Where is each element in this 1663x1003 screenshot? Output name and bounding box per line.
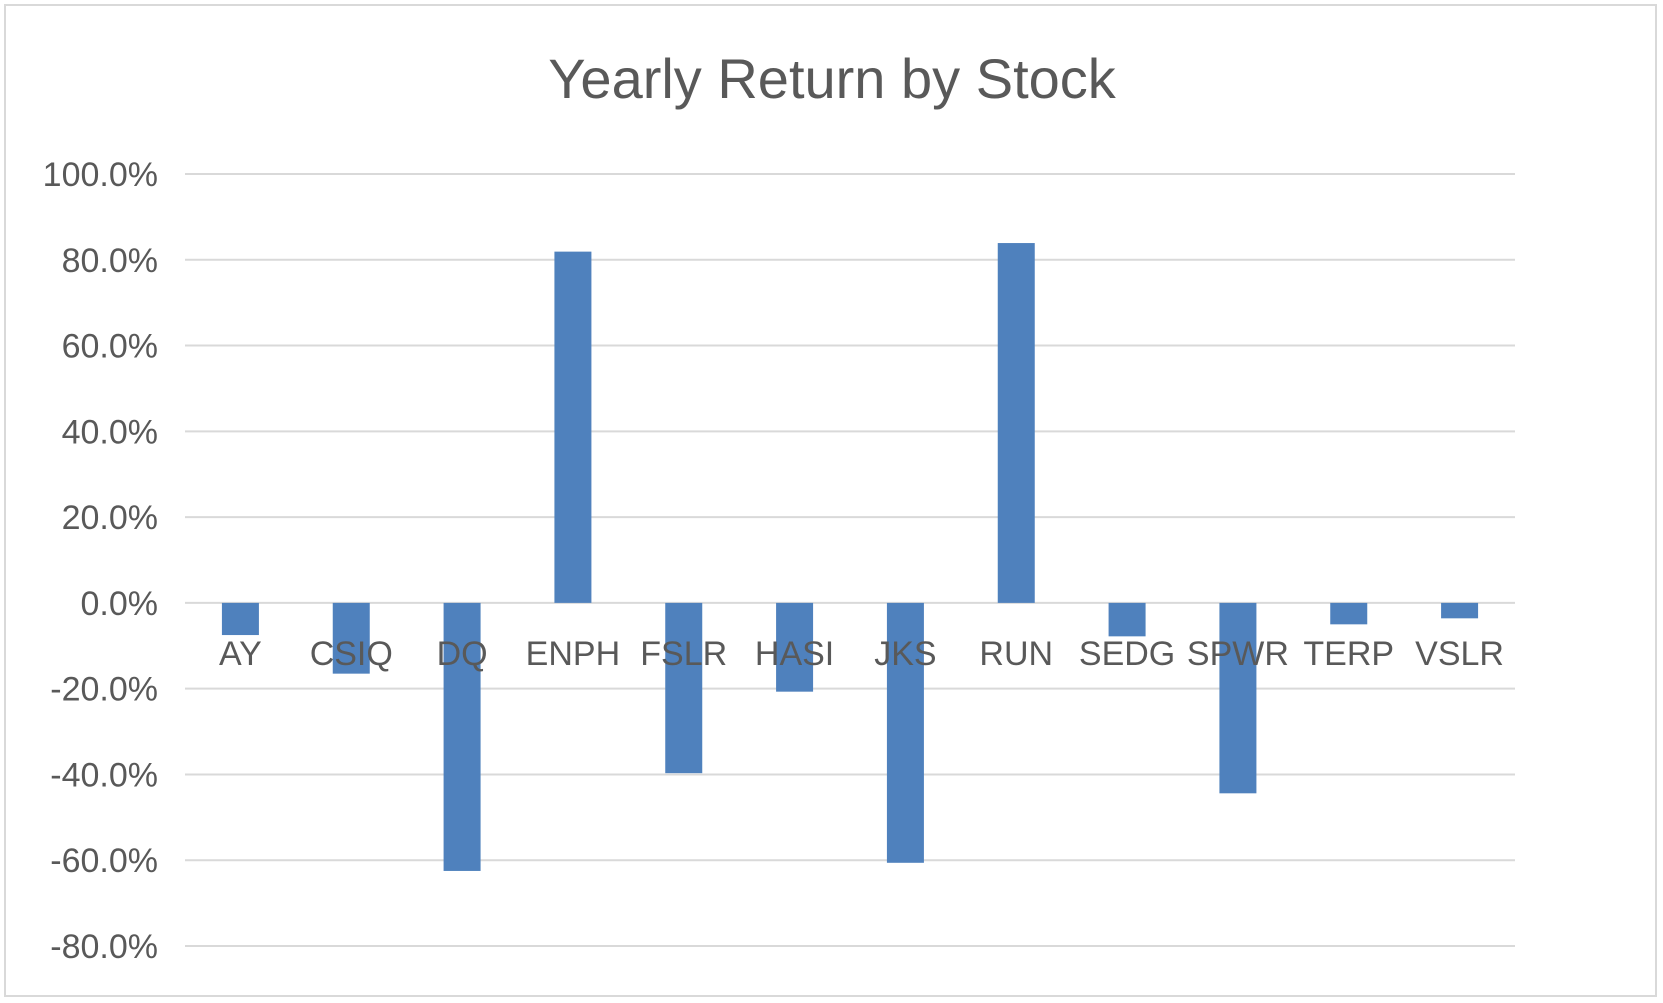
x-tick-label: CSIQ — [310, 635, 393, 673]
bar-hasi — [776, 602, 814, 692]
bar-fslr — [665, 602, 703, 774]
y-tick-label: 0.0% — [81, 585, 159, 623]
bar-sedg — [1108, 602, 1146, 637]
x-tick-label: SPWR — [1187, 635, 1289, 673]
y-tick-label: -60.0% — [50, 842, 158, 880]
bar-jks — [886, 602, 924, 863]
x-tick-label: HASI — [755, 635, 834, 673]
bar-enph — [554, 251, 592, 603]
x-tick-label: JKS — [874, 635, 936, 673]
bar-csiq — [332, 602, 370, 674]
y-tick-label: 20.0% — [62, 499, 158, 537]
bar-spwr — [1219, 602, 1257, 794]
bars — [221, 243, 1479, 871]
x-tick-label: AY — [219, 635, 262, 673]
bar-vslr — [1441, 602, 1479, 619]
x-tick-label: FSLR — [640, 635, 727, 673]
y-tick-label: 100.0% — [43, 156, 158, 194]
bar-ay — [221, 602, 259, 636]
y-tick-label: 40.0% — [62, 413, 158, 451]
x-tick-label: TERP — [1303, 635, 1394, 673]
y-tick-label: 60.0% — [62, 328, 158, 366]
chart-frame — [4, 4, 1657, 997]
bar-run — [997, 243, 1035, 603]
x-tick-label: DQ — [437, 635, 488, 673]
y-tick-label: -80.0% — [50, 928, 158, 966]
y-tick-label: 80.0% — [62, 242, 158, 280]
y-axis-ticks: 100.0% 80.0% 60.0% 40.0% 20.0% 0.0% -20.0% -40.… — [43, 156, 158, 966]
y-tick-label: -40.0% — [50, 756, 158, 794]
bar-dq — [443, 602, 481, 871]
x-tick-label: ENPH — [526, 635, 620, 673]
y-tick-label: -20.0% — [50, 671, 158, 709]
x-tick-label: RUN — [979, 635, 1053, 673]
x-axis-labels: AY CSIQ DQ ENPH FSLR HASI JKS RUN SEDG SPWR TERP VS… — [219, 635, 1504, 673]
x-tick-label: VSLR — [1415, 635, 1504, 673]
gridlines — [185, 173, 1515, 947]
bar-terp — [1330, 602, 1368, 625]
x-tick-label: SEDG — [1079, 635, 1175, 673]
chart-title: Yearly Return by Stock — [548, 47, 1117, 110]
